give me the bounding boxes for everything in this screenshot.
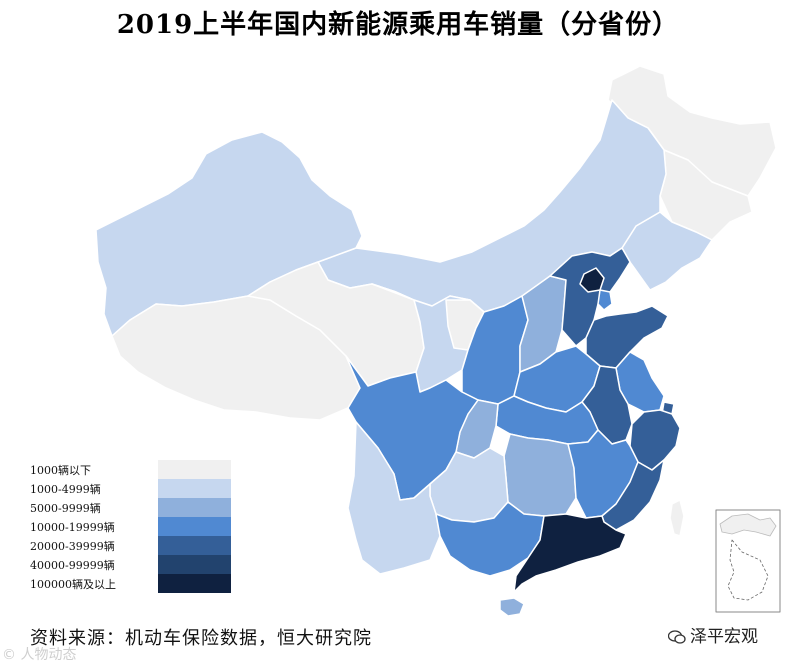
region-hunan [503, 433, 577, 517]
region-hainan [499, 597, 525, 617]
legend-swatch [158, 498, 231, 517]
data-source-note: 资料来源：机动车保险数据，恒大研究院 [30, 628, 372, 649]
legend-label: 1000辆以下 [30, 464, 91, 477]
legend-label: 20000-39999辆 [30, 540, 115, 553]
legend-label: 5000-9999辆 [30, 502, 101, 515]
legend-item: 1000-4999辆 [30, 479, 240, 498]
south-china-sea-inset [715, 509, 781, 613]
map-title: 2019上半年国内新能源乘用车销量（分省份） [116, 10, 680, 40]
legend: 1000辆以下 1000-4999辆 5000-9999辆 10000-1999… [30, 460, 240, 596]
region-taiwan [669, 499, 685, 537]
legend-item: 20000-39999辆 [30, 536, 240, 555]
legend-item: 10000-19999辆 [30, 517, 240, 536]
legend-swatch [158, 574, 231, 593]
region-tianjin [597, 289, 613, 311]
legend-item: 1000辆以下 [30, 460, 240, 479]
legend-label: 1000-4999辆 [30, 483, 101, 496]
legend-swatch [158, 479, 231, 498]
watermark: © 人物动态 [2, 647, 77, 663]
legend-label: 100000辆及以上 [30, 578, 116, 591]
legend-label: 40000-99999辆 [30, 559, 115, 572]
legend-item: 100000辆及以上 [30, 574, 240, 593]
region-guangdong [513, 513, 627, 593]
legend-item: 5000-9999辆 [30, 498, 240, 517]
wechat-account-name: 泽平宏观 [690, 627, 758, 647]
legend-swatch [158, 517, 231, 536]
wechat-icon [668, 630, 686, 644]
legend-label: 10000-19999辆 [30, 521, 115, 534]
region-fujian [601, 459, 665, 531]
region-hebei [549, 247, 631, 347]
wechat-account-badge: 泽平宏观 [668, 622, 758, 647]
legend-item: 40000-99999辆 [30, 555, 240, 574]
legend-swatch [158, 536, 231, 555]
legend-swatch [158, 460, 231, 479]
inset-dashed-boundary [727, 539, 769, 601]
legend-swatch [158, 555, 231, 574]
inset-coastline [719, 513, 777, 537]
